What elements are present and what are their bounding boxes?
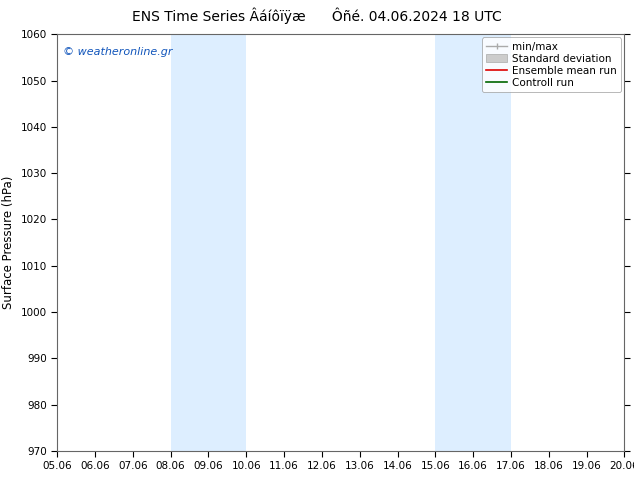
Text: ENS Time Series Âáíôïÿæ      Ôñé. 04.06.2024 18 UTC: ENS Time Series Âáíôïÿæ Ôñé. 04.06.2024 …: [132, 7, 502, 24]
Bar: [171, 34, 246, 451]
Text: © weatheronline.gr: © weatheronline.gr: [63, 47, 172, 57]
Legend: min/max, Standard deviation, Ensemble mean run, Controll run: min/max, Standard deviation, Ensemble me…: [482, 37, 621, 92]
Bar: [436, 34, 511, 451]
Y-axis label: Surface Pressure (hPa): Surface Pressure (hPa): [2, 176, 15, 309]
